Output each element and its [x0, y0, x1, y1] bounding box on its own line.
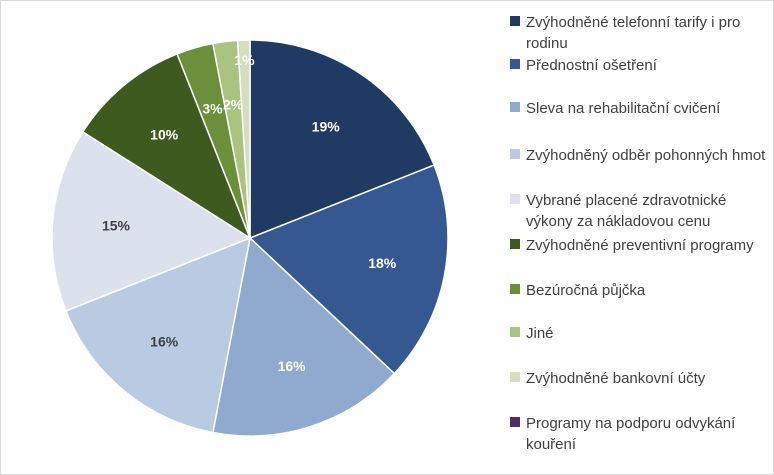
pie-slice [248, 164, 449, 375]
slice-data-label: 19% [312, 119, 341, 135]
pie-slice [249, 39, 436, 240]
legend-label: Zvýhodněné bankovní účty [526, 370, 706, 387]
slice-data-label: 16% [278, 358, 307, 374]
legend-item: Sleva na rehabilitační cvičení [510, 98, 772, 119]
legend-label: Zvýhodněný odběr pohonných hmot [526, 147, 766, 164]
slice-data-label: 3% [202, 101, 223, 117]
legend-item: Jiné [510, 323, 772, 344]
legend-swatch [510, 59, 520, 69]
legend-label: Sleva na rehabilitační cvičení [526, 100, 721, 117]
legend-swatch [510, 327, 520, 337]
slice-data-label: 10% [150, 126, 179, 142]
pie-slice [81, 52, 252, 240]
legend-item: Zvýhodněný odběr pohonných hmot [510, 145, 772, 166]
slice-data-label: 1% [234, 52, 255, 68]
pie-slice [51, 130, 252, 312]
legend-swatch [510, 16, 520, 26]
legend-swatch [510, 149, 520, 159]
legend-item: Zvýhodněné preventivní programy [510, 235, 772, 256]
legend-label: Vybrané placené zdravotnické výkony za n… [526, 192, 727, 230]
pie-slice [236, 39, 251, 239]
legend-item: Přednostní ošetření [510, 55, 772, 76]
slice-data-label: 15% [102, 217, 131, 233]
legend-item: Zvýhodněné telefonní tarify i pro rodinu [510, 12, 772, 54]
slice-data-label: 16% [150, 334, 179, 350]
legend-item: Bezúročná půjčka [510, 280, 772, 301]
legend-label: Jiné [526, 325, 554, 342]
legend-item: Programy na podporu odvykání kouření [510, 413, 772, 455]
legend-swatch [510, 417, 520, 427]
legend-label: Programy na podporu odvykání kouření [526, 415, 736, 453]
legend-swatch [510, 102, 520, 112]
legend-swatch [510, 239, 520, 249]
legend: Zvýhodněné telefonní tarify i pro rodinu… [510, 0, 772, 475]
legend-item: Zvýhodněné bankovní účty [510, 368, 772, 389]
pie-slice [212, 236, 396, 437]
legend-swatch [510, 194, 520, 204]
legend-swatch [510, 372, 520, 382]
legend-label: Zvýhodněné telefonní tarify i pro rodinu [526, 14, 741, 52]
legend-label: Přednostní ošetření [526, 57, 657, 74]
slice-data-label: 18% [368, 255, 397, 271]
slice-data-label: 2% [223, 96, 244, 112]
legend-label: Bezúročná půjčka [526, 282, 646, 299]
legend-item: Vybrané placené zdravotnické výkony za n… [510, 190, 772, 232]
legend-label: Zvýhodněné preventivní programy [526, 237, 754, 254]
legend-swatch [510, 284, 520, 294]
pie-slice [64, 236, 251, 434]
